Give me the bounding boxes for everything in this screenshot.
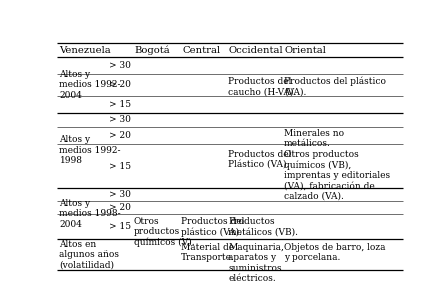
Text: Oriental: Oriental bbox=[284, 45, 326, 55]
Text: Maquinaria,
aparatos y
suministros
eléctricos.: Maquinaria, aparatos y suministros eléct… bbox=[228, 243, 284, 283]
Text: > 20: > 20 bbox=[109, 203, 131, 212]
Text: > 30: > 30 bbox=[109, 115, 131, 124]
Text: > 15: > 15 bbox=[109, 100, 131, 109]
Text: Otros
productos
químicos (V).: Otros productos químicos (V). bbox=[134, 217, 194, 247]
Text: Productos del
caucho (H-VA).: Productos del caucho (H-VA). bbox=[228, 77, 297, 96]
Text: Productos del
Plástico (VA).: Productos del Plástico (VA). bbox=[228, 150, 292, 169]
Text: > 20: > 20 bbox=[109, 131, 131, 140]
Text: > 30: > 30 bbox=[109, 61, 131, 70]
Text: Otros productos
químicos (VB),
imprentas y editoriales
(VA), fabricación de
calz: Otros productos químicos (VB), imprentas… bbox=[284, 150, 390, 201]
Text: > 15: > 15 bbox=[109, 162, 131, 171]
Text: Altos y
medios 1992-
1998: Altos y medios 1992- 1998 bbox=[60, 135, 121, 165]
Text: Central: Central bbox=[182, 45, 220, 55]
Text: Objetos de barro, loza
y porcelana.: Objetos de barro, loza y porcelana. bbox=[284, 243, 385, 262]
Text: Productos
metálicos (VB).: Productos metálicos (VB). bbox=[228, 217, 298, 236]
Text: Venezuela: Venezuela bbox=[60, 45, 111, 55]
Text: > 15: > 15 bbox=[109, 222, 131, 231]
Text: Altos y
medios 1992-
2004: Altos y medios 1992- 2004 bbox=[60, 70, 121, 100]
Text: Altos y
medios 1998-
2004: Altos y medios 1998- 2004 bbox=[60, 199, 121, 229]
Text: Occidental: Occidental bbox=[229, 45, 284, 55]
Text: Material de
Transporte.: Material de Transporte. bbox=[181, 243, 235, 262]
Text: Bogotá: Bogotá bbox=[134, 45, 170, 55]
Text: Productos del plástico
(VA).: Productos del plástico (VA). bbox=[284, 77, 386, 97]
Text: Minerales no
metálicos.: Minerales no metálicos. bbox=[284, 129, 344, 148]
Text: > 30: > 30 bbox=[109, 190, 131, 199]
Text: Altos en
algunos años
(volatilidad): Altos en algunos años (volatilidad) bbox=[60, 240, 120, 270]
Text: Productos del
plástico (VA).: Productos del plástico (VA). bbox=[181, 217, 245, 237]
Text: > 20: > 20 bbox=[109, 80, 131, 89]
